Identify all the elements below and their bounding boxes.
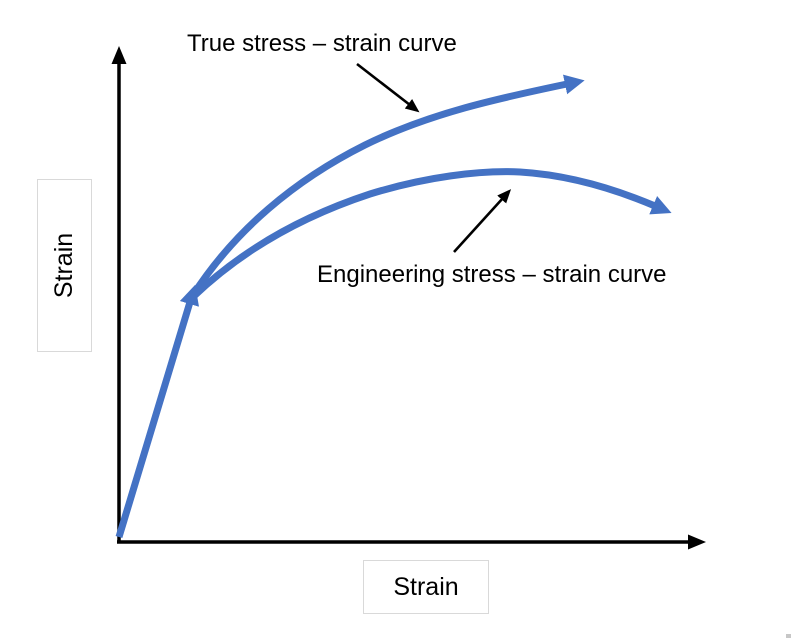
- x-axis-label: Strain: [393, 572, 459, 601]
- y-axis-label: Strain: [50, 232, 78, 299]
- x-axis-label-box: Strain: [363, 560, 489, 614]
- elastic-region-line: [115, 284, 199, 539]
- corner-artifact: [786, 634, 791, 638]
- engineering-curve-label: Engineering stress – strain curve: [317, 261, 667, 288]
- true-curve-annotation-arrow: [356, 62, 420, 113]
- y-axis-label-box: Strain: [37, 179, 92, 352]
- engineering-stress-strain-curve: [189, 168, 672, 301]
- engineering-curve-annotation-arrow: [453, 189, 512, 253]
- true-curve-label: True stress – strain curve: [187, 30, 457, 57]
- true-stress-strain-curve: [189, 74, 585, 299]
